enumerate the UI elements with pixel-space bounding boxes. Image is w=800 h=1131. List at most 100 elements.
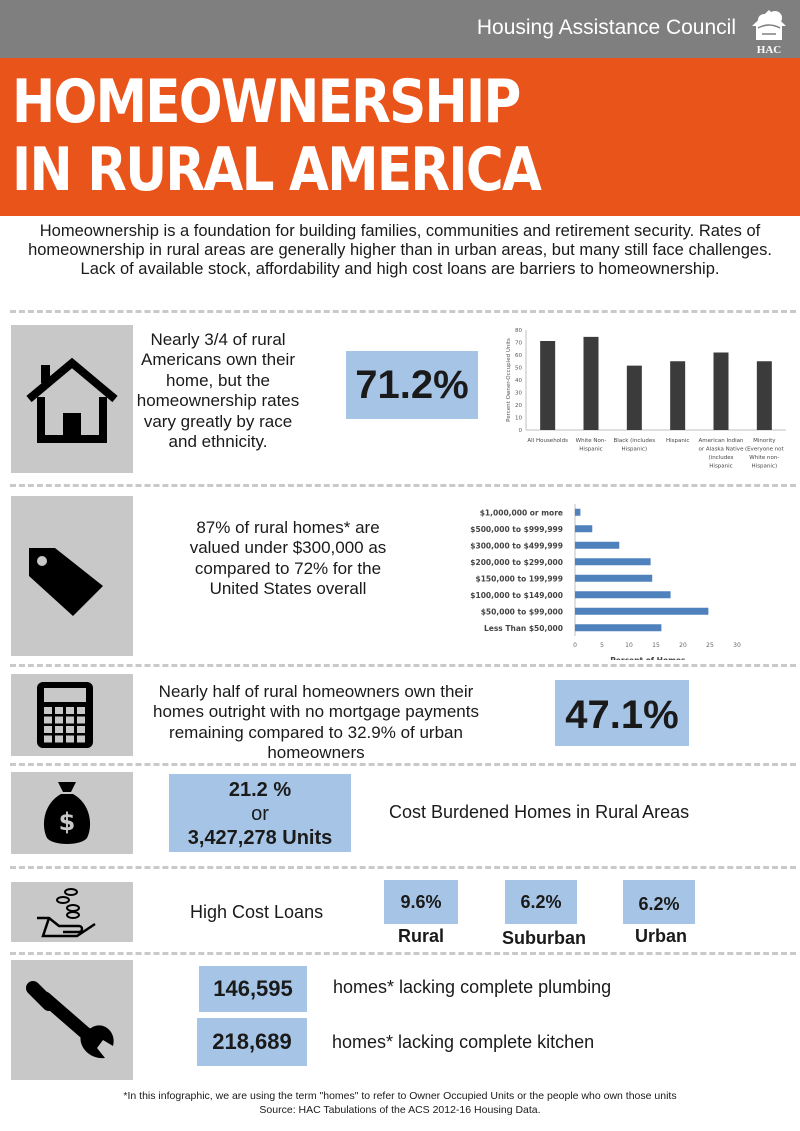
footnote-source: Source: HAC Tabulations of the ACS 2012-… (259, 1104, 541, 1116)
y-tick-label: 50 (515, 366, 522, 372)
loan-rate-urban: 6.2% (623, 880, 695, 924)
loan-rate-suburban: 6.2% (505, 880, 577, 924)
high-cost-loans-label: High Cost Loans (190, 902, 324, 922)
x-tick-label: (Everyone not (745, 447, 785, 453)
logo-text: HAC (757, 44, 782, 56)
home-value-bar (575, 624, 662, 632)
home-value-bar (575, 525, 593, 533)
calculator-icon (37, 682, 93, 748)
loan-label-rural: Rural (397, 926, 444, 946)
ownership-bar (540, 341, 556, 430)
wrench-icon (26, 981, 114, 1059)
x-tick-label: Minority (753, 438, 776, 444)
x-tick-label: (includes (709, 455, 734, 461)
header-bar (0, 0, 800, 58)
y-tick-label: 10 (515, 416, 522, 422)
x-tick-label: Hispanic (666, 438, 689, 444)
hand-coins-icon-box (11, 882, 133, 942)
x-tick-label: 10 (625, 642, 633, 649)
x-tick-label: 20 (679, 642, 687, 649)
x-tick-label: 15 (652, 642, 660, 649)
y-tick-label: $200,000 to $299,000 (470, 558, 563, 567)
calculator-icon-box (11, 674, 133, 756)
x-tick-label: 5 (600, 642, 604, 649)
home-value-text: 87% of rural homes* are valued under $30… (189, 518, 387, 599)
divider (10, 866, 796, 869)
ownership-bar (756, 361, 772, 430)
ownership-text: Nearly 3/4 of rural Americans own their … (136, 330, 300, 451)
home-value-chart: $1,000,000 or more $500,000 to $999,999 $3… (470, 504, 741, 660)
cost-burden-or: or (251, 803, 269, 825)
x-tick-label: 25 (706, 642, 714, 649)
y-tick-label: 20 (515, 403, 522, 409)
ownership-rate-stat: 71.2% (346, 351, 478, 419)
title-banner (0, 58, 800, 216)
y-tick-label: 0 (519, 428, 523, 434)
y-tick-label: 30 (515, 391, 522, 397)
x-tick-label: Hispanic (709, 464, 732, 470)
divider (10, 484, 796, 487)
y-tick-label: 40 (515, 378, 522, 384)
x-tick-label: Black (includes (614, 438, 656, 444)
y-tick-label: $150,000 to 199,999 (476, 574, 564, 583)
y-tick-label: 80 (515, 328, 522, 334)
home-value-bar (575, 541, 620, 549)
loan-rate-rural: 9.6% (384, 880, 458, 924)
x-tick-label: 30 (733, 642, 741, 649)
kitchen-label: homes* lacking complete kitchen (332, 1032, 595, 1052)
loan-label-urban: Urban (634, 926, 687, 946)
price-tag-icon (29, 548, 103, 616)
divider (10, 310, 796, 313)
ownership-bar (583, 336, 599, 430)
y-tick-label: 60 (515, 353, 522, 359)
x-tick-label: Hispanic) (622, 447, 648, 453)
org-name: Housing Assistance Council (476, 16, 736, 39)
cost-burden-label: Cost Burdened Homes in Rural Areas (389, 802, 690, 822)
hand-coins-icon (37, 888, 96, 938)
page-title-line2: IN RURAL AMERICA (12, 135, 542, 205)
x-tick-label: American Indian (699, 438, 744, 444)
y-tick-label: $500,000 to $999,999 (470, 525, 563, 534)
hac-logo: HAC (752, 10, 786, 56)
home-value-bar (575, 607, 709, 615)
cost-burden-stat: 21.2 % or 3,427,278 Units (169, 774, 351, 852)
ownership-bar (670, 361, 686, 430)
money-bag-icon-box: $ (11, 772, 133, 854)
y-axis-label: Percent Owner-Occupied Units (506, 338, 512, 422)
home-value-bar (575, 558, 651, 566)
x-tick-label: White Non- (576, 438, 607, 444)
loan-label-suburban: Suburban (502, 928, 586, 948)
wrench-icon-box (11, 960, 133, 1080)
house-icon (26, 357, 118, 443)
mortgage-free-stat: 47.1% (555, 680, 689, 746)
ownership-bar (713, 352, 729, 430)
price-tag-icon-box (11, 496, 133, 656)
divider (10, 664, 796, 667)
home-value-bar (575, 508, 581, 516)
home-value-bar (575, 574, 653, 582)
x-tick-label: Hispanic (579, 447, 602, 453)
x-tick-label: 0 (573, 642, 577, 649)
cost-burden-units: 3,427,278 Units (187, 827, 333, 849)
y-tick-label: 70 (515, 341, 522, 347)
x-tick-label: All Households (527, 438, 568, 444)
footnote-definition: *In this infographic, we are using the t… (123, 1090, 677, 1102)
x-axis-label: Percent of Homes (610, 656, 686, 660)
divider (10, 952, 796, 955)
y-tick-label: $1,000,000 or more (480, 508, 563, 517)
page-title-line1: HOMEOWNERSHIP (12, 67, 521, 137)
mortgage-free-text: Nearly half of rural homeowners own thei… (152, 682, 479, 763)
divider (10, 763, 796, 766)
plumbing-label: homes* lacking complete plumbing (333, 977, 612, 997)
svg-text:$: $ (59, 808, 76, 836)
y-tick-label: $300,000 to $499,999 (470, 541, 563, 550)
ownership-bar (626, 365, 642, 430)
cost-burden-percent: 21.2 % (228, 779, 292, 801)
home-value-bar (575, 591, 671, 599)
y-tick-label: Less Than $50,000 (484, 624, 563, 633)
x-tick-label: Hispanic) (752, 464, 778, 470)
y-tick-label: $100,000 to $149,000 (470, 591, 563, 600)
money-bag-icon: $ (43, 782, 91, 844)
intro-text: Homeownership is a foundation for buildi… (28, 222, 772, 278)
